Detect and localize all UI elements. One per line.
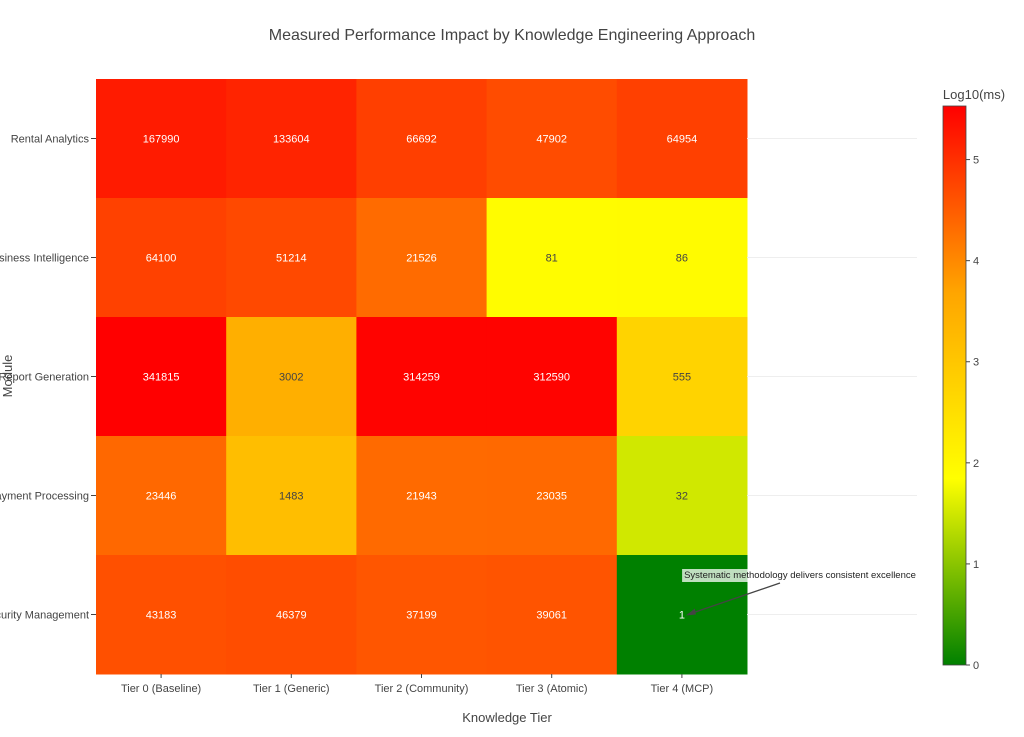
x-tick-label: Tier 2 (Community) [375, 683, 469, 695]
colorbar-tick-label: 0 [973, 660, 979, 672]
x-tick-label: Tier 1 (Generic) [253, 683, 330, 695]
cell-value-label: 66692 [406, 134, 437, 146]
cell-value-label: 46379 [276, 610, 307, 622]
x-tick-label: Tier 0 (Baseline) [121, 683, 201, 695]
colorbar-tick-label: 5 [973, 155, 979, 167]
x-tick-label: Tier 4 (MCP) [651, 683, 714, 695]
cell-value-label: 23035 [536, 491, 567, 503]
heatmap-cell [616, 436, 748, 556]
heatmap-cell [356, 555, 488, 675]
chart-title: Measured Performance Impact by Knowledge… [269, 27, 756, 44]
cell-value-label: 23446 [146, 491, 177, 503]
axis-ticks: Tier 0 (Baseline) Tier 1 (Generic) Tier 2 … [0, 134, 917, 695]
colorbar: Log10(ms) 0 1 2 3 4 5 [942, 87, 1005, 672]
cell-value-label: 3002 [279, 372, 303, 384]
cell-value-label: 1 [679, 610, 685, 622]
heatmap-cell [486, 317, 618, 437]
y-tick-label: Security Management [0, 610, 89, 622]
cell-value-label: 1483 [279, 491, 303, 503]
heatmap-cell [226, 317, 357, 437]
heatmap-cell [356, 198, 488, 318]
colorbar-title: Log10(ms) [943, 87, 1005, 102]
annotation-background [682, 569, 918, 582]
cell-value-label: 64954 [667, 134, 698, 146]
cell-value-label: 43183 [146, 610, 177, 622]
cell-value-label: 314259 [403, 372, 440, 384]
colorbar-tick-label: 4 [973, 256, 979, 268]
heatmap-cell [226, 436, 357, 556]
y-tick-label: Report Generation [0, 372, 89, 384]
cell-value-label: 32 [676, 491, 688, 503]
cell-value-label: 86 [676, 253, 688, 265]
heatmap-cell [96, 317, 227, 437]
annotation-arrow-line [687, 582, 781, 616]
heatmap-cell [616, 317, 748, 437]
cell-value-label: 37199 [406, 610, 437, 622]
annotation: Systematic methodology delivers consiste… [682, 569, 918, 616]
heatmap-cell [226, 555, 357, 675]
cell-value-label: 39061 [536, 610, 567, 622]
heatmap-cell [356, 436, 488, 556]
cell-value-label: 21943 [406, 491, 437, 503]
cell-value-label: 51214 [276, 253, 307, 265]
x-tick-label: Tier 3 (Atomic) [516, 683, 588, 695]
heatmap-cell [486, 436, 618, 556]
cell-value-label: 341815 [143, 372, 180, 384]
heatmap-cell [486, 79, 618, 199]
y-tick-label: Payment Processing [0, 491, 89, 503]
heatmap-cell [226, 79, 357, 199]
annotation-text: Systematic methodology delivers consiste… [684, 570, 916, 581]
heatmap-cell [96, 436, 227, 556]
heatmap-cell [226, 198, 357, 318]
cell-value-label: 312590 [533, 372, 570, 384]
cell-value-label: 81 [546, 253, 558, 265]
heatmap-cell [486, 555, 618, 675]
cell-value-label: 167990 [143, 134, 180, 146]
x-axis-title: Knowledge Tier [462, 710, 552, 725]
y-tick-label: Business Intelligence [0, 253, 89, 265]
cell-value-label: 133604 [273, 134, 310, 146]
cell-value-label: 555 [673, 372, 691, 384]
y-axis-title: Module [0, 355, 15, 398]
cell-value-label: 64100 [146, 253, 177, 265]
colorbar-tick-label: 2 [973, 458, 979, 470]
heatmap-cell [96, 555, 227, 675]
heatmap-cell [486, 198, 618, 318]
heatmap-cell [356, 317, 488, 437]
heatmap-cell [616, 79, 748, 199]
heatmap-cell [96, 79, 227, 199]
annotation-arrowhead [685, 608, 696, 616]
colorbar-tick-label: 3 [973, 357, 979, 369]
cell-value-label: 47902 [536, 134, 567, 146]
heatmap-cell [356, 79, 488, 199]
heatmap-cell [616, 198, 748, 318]
colorbar-gradient [942, 105, 967, 666]
heatmap-cells: 167990 133604 66692 47902 64954 64100 51214 215… [96, 79, 748, 675]
y-tick-label: Rental Analytics [11, 134, 90, 146]
cell-value-label: 21526 [406, 253, 437, 265]
heatmap-cell [96, 198, 227, 318]
colorbar-tick-label: 1 [973, 559, 979, 571]
